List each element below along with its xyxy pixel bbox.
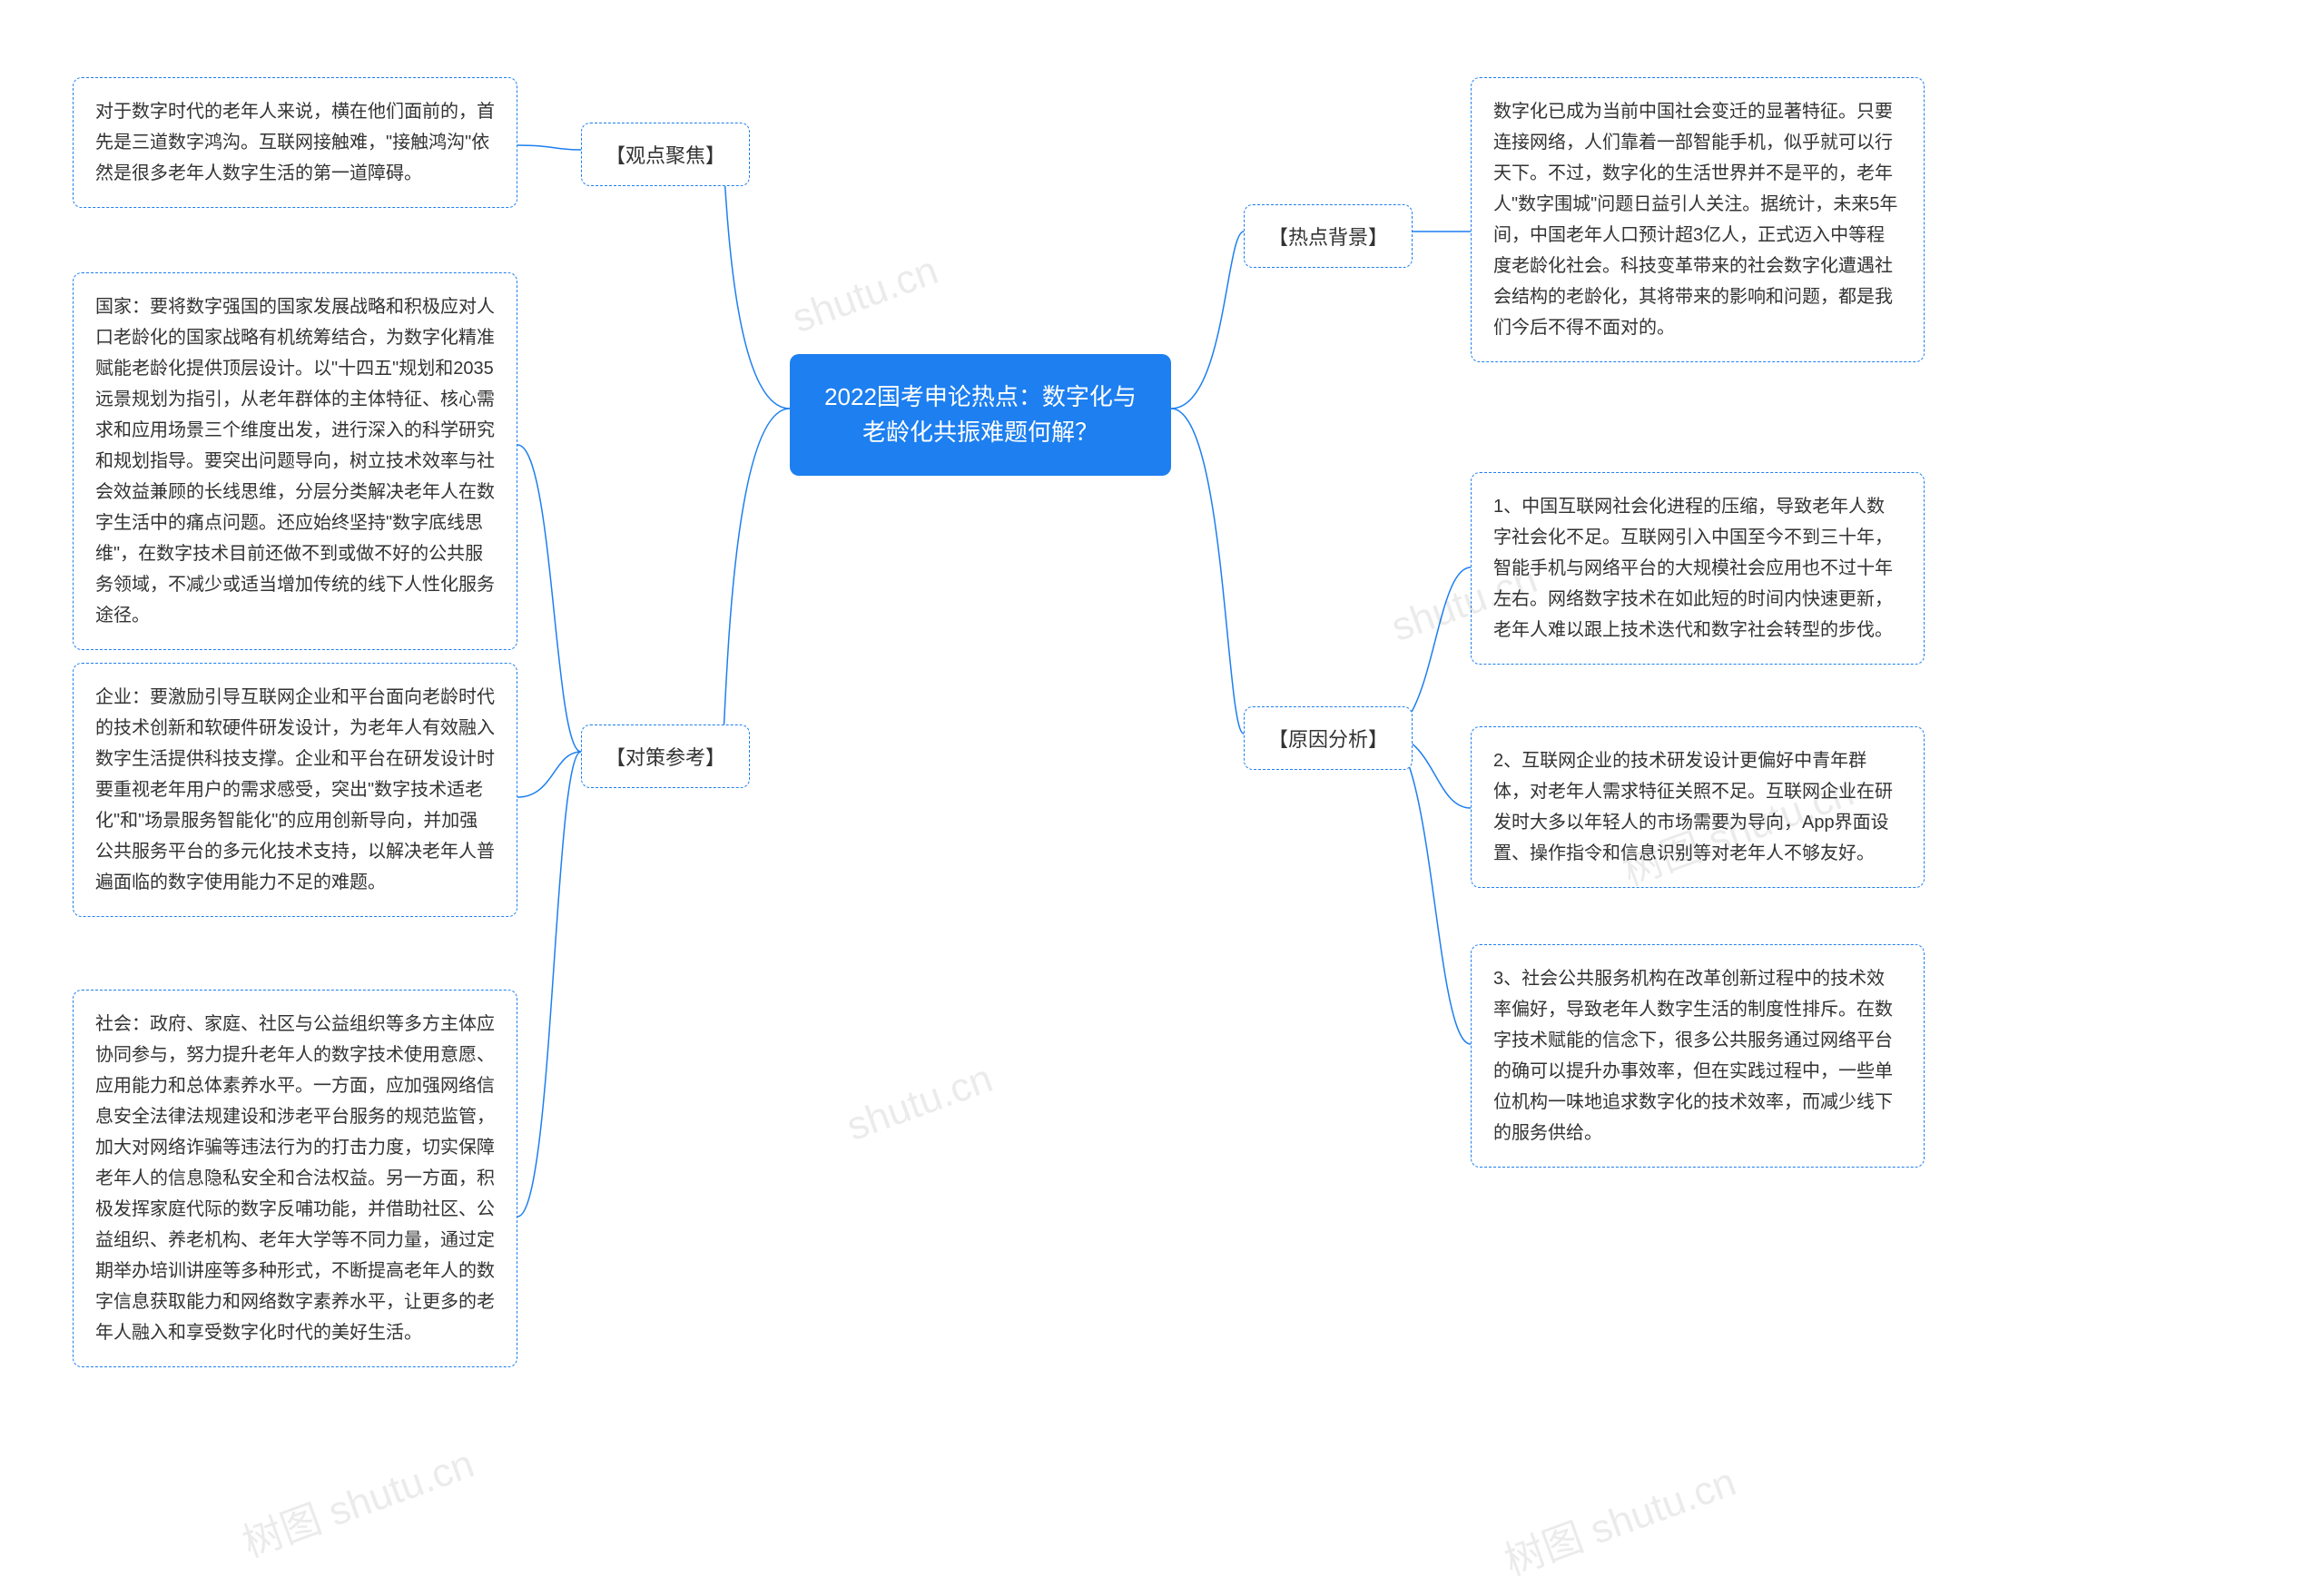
leaf-cause-0-text: 1、中国互联网社会化进程的压缩，导致老年人数字社会化不足。互联网引入中国至今不到…	[1493, 497, 1893, 640]
leaf-focus-0: 对于数字时代的老年人来说，横在他们面前的，首先是三道数字鸿沟。互联网接触难，"接…	[73, 77, 517, 208]
leaf-policy-2-text: 社会：政府、家庭、社区与公益组织等多方主体应协同参与，努力提升老年人的数字技术使…	[95, 1014, 495, 1343]
center-node: 2022国考申论热点：数字化与老龄化共振难题何解？	[790, 354, 1171, 476]
leaf-focus-0-text: 对于数字时代的老年人来说，横在他们面前的，首先是三道数字鸿沟。互联网接触难，"接…	[95, 102, 495, 183]
branch-policy: 【对策参考】	[581, 724, 750, 788]
leaf-policy-0-text: 国家：要将数字强国的国家发展战略和积极应对人口老龄化的国家战略有机统筹结合，为数…	[95, 297, 495, 626]
watermark: 树图 shutu.cn	[233, 1431, 480, 1568]
leaf-background-0-text: 数字化已成为当前中国社会变迁的显著特征。只要连接网络，人们靠着一部智能手机，似乎…	[1493, 102, 1897, 338]
center-text: 2022国考申论热点：数字化与老龄化共振难题何解？	[824, 383, 1137, 446]
branch-background: 【热点背景】	[1244, 204, 1413, 268]
branch-background-label: 【热点背景】	[1268, 226, 1388, 249]
branch-cause-label: 【原因分析】	[1268, 728, 1388, 751]
watermark: shutu.cn	[786, 248, 943, 342]
branch-focus-label: 【观点聚焦】	[606, 144, 725, 167]
leaf-policy-1: 企业：要激励引导互联网企业和平台面向老龄时代的技术创新和软硬件研发设计，为老年人…	[73, 663, 517, 917]
leaf-cause-2: 3、社会公共服务机构在改革创新过程中的技术效率偏好，导致老年人数字生活的制度性排…	[1471, 944, 1925, 1168]
leaf-policy-0: 国家：要将数字强国的国家发展战略和积极应对人口老龄化的国家战略有机统筹结合，为数…	[73, 272, 517, 650]
branch-focus: 【观点聚焦】	[581, 123, 750, 186]
leaf-policy-2: 社会：政府、家庭、社区与公益组织等多方主体应协同参与，努力提升老年人的数字技术使…	[73, 990, 517, 1367]
leaf-cause-0: 1、中国互联网社会化进程的压缩，导致老年人数字社会化不足。互联网引入中国至今不到…	[1471, 472, 1925, 665]
leaf-cause-1-text: 2、互联网企业的技术研发设计更偏好中青年群体，对老年人需求特征关照不足。互联网企…	[1493, 751, 1893, 863]
leaf-cause-2-text: 3、社会公共服务机构在改革创新过程中的技术效率偏好，导致老年人数字生活的制度性排…	[1493, 969, 1893, 1143]
watermark: 树图 shutu.cn	[1495, 1449, 1742, 1586]
leaf-cause-1: 2、互联网企业的技术研发设计更偏好中青年群体，对老年人需求特征关照不足。互联网企…	[1471, 726, 1925, 888]
leaf-background-0: 数字化已成为当前中国社会变迁的显著特征。只要连接网络，人们靠着一部智能手机，似乎…	[1471, 77, 1925, 362]
watermark: shutu.cn	[841, 1056, 998, 1150]
leaf-policy-1-text: 企业：要激励引导互联网企业和平台面向老龄时代的技术创新和软硬件研发设计，为老年人…	[95, 687, 495, 892]
branch-cause: 【原因分析】	[1244, 706, 1413, 770]
branch-policy-label: 【对策参考】	[606, 746, 725, 769]
